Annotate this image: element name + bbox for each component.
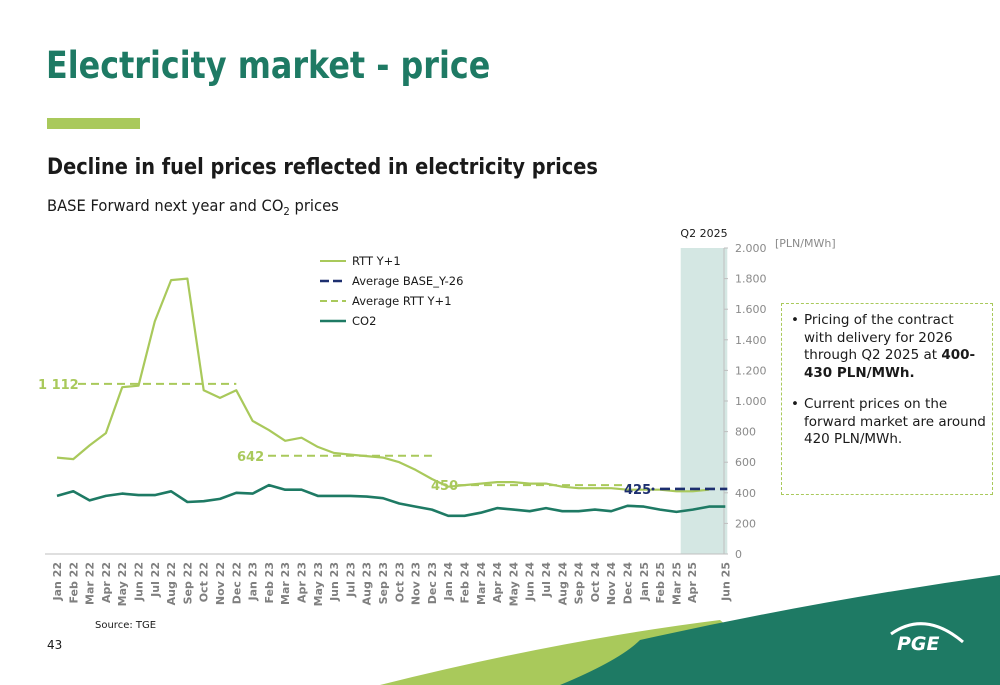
avg-rtt-label: 642 bbox=[237, 450, 264, 465]
x-tick-label: Mar 25 bbox=[670, 562, 683, 605]
x-tick-label: Feb 25 bbox=[654, 562, 667, 604]
x-tick-label: Apr 22 bbox=[100, 562, 113, 603]
x-tick-label: Jun 22 bbox=[133, 562, 146, 602]
x-tick-label: Jul 23 bbox=[344, 562, 357, 598]
callout-box: Pricing of the contract with delivery fo… bbox=[781, 303, 993, 495]
x-tick-label: Aug 22 bbox=[165, 562, 178, 605]
y-axis-unit-label: [PLN/MWh] bbox=[775, 237, 836, 250]
series-rtt-y1-line bbox=[56, 277, 710, 493]
x-tick-label: Dec 23 bbox=[426, 562, 439, 604]
y-tick-label: 0 bbox=[735, 548, 742, 561]
x-tick-label: Jun 23 bbox=[328, 562, 341, 602]
chart-caption-sub: 2 bbox=[283, 205, 290, 219]
legend-label: Average RTT Y+1 bbox=[352, 294, 452, 308]
highlight-band-q2-2025 bbox=[680, 248, 728, 554]
x-tick-label: Nov 23 bbox=[410, 562, 423, 605]
x-tick-label: Apr 24 bbox=[491, 562, 504, 603]
x-tick-label: Jun 24 bbox=[524, 562, 537, 602]
callout-list: Pricing of the contract with delivery fo… bbox=[788, 312, 986, 449]
chart-caption-main: BASE Forward next year and CO bbox=[47, 196, 284, 215]
x-tick-label: Oct 23 bbox=[393, 562, 406, 602]
x-tick-label: Feb 23 bbox=[263, 562, 276, 604]
callout-bullet-1-bold: 400-430 PLN/MWh. bbox=[804, 347, 976, 381]
chart-caption: BASE Forward next year and CO2 prices bbox=[47, 196, 339, 218]
series-co2-line bbox=[56, 483, 726, 518]
y-tick-label: 200 bbox=[735, 517, 756, 530]
pge-logo-arc-icon bbox=[890, 622, 964, 644]
callout-bullet-1: Pricing of the contract with delivery fo… bbox=[788, 312, 986, 382]
x-tick-label: Jul 24 bbox=[540, 562, 553, 598]
x-tick-label: Dec 22 bbox=[230, 562, 243, 604]
x-tick-label: Jan 23 bbox=[247, 562, 260, 601]
pge-logo: PGE bbox=[897, 633, 940, 655]
callout-bullet-2-text: Current prices on the forward market are… bbox=[804, 396, 986, 447]
x-tick-label: Aug 24 bbox=[556, 562, 569, 606]
x-tick-label: May 22 bbox=[116, 562, 129, 606]
x-tick-label: Sep 22 bbox=[181, 562, 194, 604]
page-number: 43 bbox=[47, 638, 63, 652]
page-subtitle: Decline in fuel prices reflected in elec… bbox=[47, 155, 598, 180]
x-tick-label: May 23 bbox=[312, 562, 325, 606]
callout-bullet-2: Current prices on the forward market are… bbox=[788, 396, 986, 449]
x-tick-label: Dec 24 bbox=[622, 562, 635, 605]
y-tick-label: 800 bbox=[735, 426, 756, 439]
avg-base-label: 425 bbox=[624, 483, 651, 498]
y-tick-label: 1.400 bbox=[735, 334, 767, 347]
avg-base-dot bbox=[651, 487, 655, 491]
x-tick-label: Mar 22 bbox=[84, 562, 97, 605]
legend-label: Average BASE_Y-26 bbox=[352, 274, 463, 288]
x-tick-label: Feb 24 bbox=[459, 562, 472, 604]
y-tick-label: 600 bbox=[735, 456, 756, 469]
y-tick-label: 1.200 bbox=[735, 364, 767, 377]
page-title: Electricity market - price bbox=[46, 44, 491, 87]
y-tick-label: 1.000 bbox=[735, 395, 767, 408]
x-tick-label: Mar 24 bbox=[475, 562, 488, 605]
x-tick-label: Jul 22 bbox=[149, 562, 162, 598]
y-tick-label: 1.800 bbox=[735, 273, 767, 286]
legend-label: RTT Y+1 bbox=[352, 254, 401, 268]
x-tick-label: Sep 24 bbox=[573, 562, 586, 605]
x-tick-label: Apr 25 bbox=[686, 562, 699, 603]
y-tick-label: 2.000 bbox=[735, 242, 767, 255]
x-tick-label: Feb 22 bbox=[67, 562, 80, 604]
x-tick-label: Jan 25 bbox=[638, 562, 651, 601]
x-tick-label: Aug 23 bbox=[361, 562, 374, 605]
source-note: Source: TGE bbox=[95, 620, 157, 631]
x-tick-label: Jan 24 bbox=[442, 562, 455, 602]
x-tick-label: Jun 25 bbox=[719, 562, 732, 602]
y-tick-label: 400 bbox=[735, 487, 756, 500]
avg-rtt-label: 1 112 bbox=[38, 378, 79, 393]
x-tick-label: May 24 bbox=[507, 562, 520, 607]
callout-bullet-1-text: Pricing of the contract with delivery fo… bbox=[804, 312, 954, 363]
highlight-label: Q2 2025 bbox=[680, 227, 727, 240]
x-tick-label: Apr 23 bbox=[296, 562, 309, 603]
x-tick-label: Nov 22 bbox=[214, 562, 227, 605]
title-accent-bar bbox=[47, 118, 140, 129]
x-tick-label: Oct 22 bbox=[198, 562, 211, 602]
x-tick-label: Oct 24 bbox=[589, 562, 602, 603]
y-tick-label: 1.600 bbox=[735, 303, 767, 316]
x-tick-label: Jan 22 bbox=[51, 562, 64, 601]
x-tick-label: Sep 23 bbox=[377, 562, 390, 604]
x-tick-label: Nov 24 bbox=[605, 562, 618, 605]
deco-teal-wave bbox=[560, 575, 1000, 685]
chart-caption-end: prices bbox=[289, 196, 339, 215]
x-tick-label: Mar 23 bbox=[279, 562, 292, 605]
legend-label: CO2 bbox=[352, 314, 376, 328]
